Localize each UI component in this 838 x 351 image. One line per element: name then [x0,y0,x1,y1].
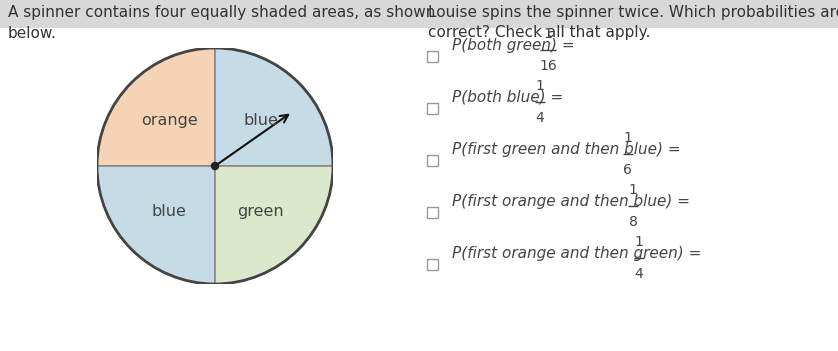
Bar [427,102,437,113]
Text: 8: 8 [628,215,638,229]
Bar [427,51,437,61]
Text: 1: 1 [634,235,643,249]
Bar [427,258,437,270]
Circle shape [211,163,219,170]
Text: 1: 1 [628,183,638,197]
Text: blue: blue [152,204,187,219]
Text: 1: 1 [544,27,552,41]
Text: 16: 16 [539,59,557,73]
Text: P(both blue) =: P(both blue) = [452,90,568,105]
Text: A spinner contains four equally shaded areas, as shown: A spinner contains four equally shaded a… [8,6,436,20]
Bar [427,154,437,166]
Text: 1: 1 [623,131,632,145]
Text: orange: orange [141,113,198,128]
Text: 1: 1 [535,79,544,93]
Text: 6: 6 [623,163,632,177]
Text: P(first orange and then blue) =: P(first orange and then blue) = [452,194,695,209]
Text: P(both green) =: P(both green) = [452,38,580,53]
Text: 4: 4 [634,267,643,281]
Text: P(first orange and then green) =: P(first orange and then green) = [452,246,706,261]
Wedge shape [97,166,215,284]
Wedge shape [215,48,333,166]
Bar [0,0,838,26]
Bar [427,206,437,218]
Text: blue: blue [244,113,278,128]
Text: P(first green and then blue) =: P(first green and then blue) = [452,142,685,157]
Text: green: green [238,204,284,219]
Wedge shape [215,166,333,284]
Text: correct? Check all that apply.: correct? Check all that apply. [428,26,650,40]
Wedge shape [97,48,215,166]
Text: 4: 4 [535,111,544,125]
Text: Louise spins the spinner twice. Which probabilities are: Louise spins the spinner twice. Which pr… [428,6,838,20]
Text: below.: below. [8,26,57,40]
